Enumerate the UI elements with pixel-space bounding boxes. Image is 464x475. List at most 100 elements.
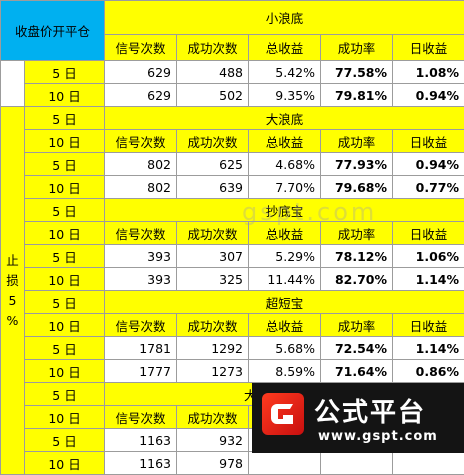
- col-header: 成功次数: [177, 406, 249, 429]
- col-header: 总收益: [249, 130, 321, 153]
- col-header: 总收益: [249, 314, 321, 337]
- success-cell: 325: [177, 268, 249, 291]
- period-cell: 10 日: [25, 176, 105, 199]
- col-header: 总收益: [249, 35, 321, 61]
- period-cell: 5 日: [25, 337, 105, 360]
- rate-cell: 78.12%: [321, 245, 393, 268]
- col-header: 成功次数: [177, 130, 249, 153]
- table-row: 5 日 1781 1292 5.68% 72.54% 1.14%: [1, 337, 464, 360]
- col-header: 信号次数: [105, 35, 177, 61]
- signals-cell: 1163: [105, 452, 177, 475]
- col-header: 日收益: [393, 314, 464, 337]
- period-cell: 5 日: [25, 245, 105, 268]
- daily-cell: [393, 452, 464, 475]
- logo-url: www.gspt.com: [318, 429, 438, 444]
- period-label: 5 日: [25, 199, 105, 222]
- col-header: 成功率: [321, 130, 393, 153]
- rate-cell: 72.54%: [321, 337, 393, 360]
- signals-cell: 802: [105, 153, 177, 176]
- success-cell: 1292: [177, 337, 249, 360]
- col-header: 信号次数: [105, 222, 177, 245]
- period-label: 10 日: [25, 130, 105, 153]
- total-cell: 5.68%: [249, 337, 321, 360]
- col-header: 成功次数: [177, 35, 249, 61]
- signals-cell: 393: [105, 245, 177, 268]
- success-cell: 1273: [177, 360, 249, 383]
- daily-cell: 0.94%: [393, 153, 464, 176]
- side-label-cell: 止 损 5 %: [1, 107, 25, 475]
- signals-cell: 393: [105, 268, 177, 291]
- daily-cell: 0.94%: [393, 84, 464, 107]
- col-header: 日收益: [393, 35, 464, 61]
- period-cell: 10 日: [25, 360, 105, 383]
- daily-cell: 1.06%: [393, 245, 464, 268]
- col-header: 成功率: [321, 35, 393, 61]
- col-header: 成功次数: [177, 222, 249, 245]
- period-cell: 5 日: [25, 429, 105, 452]
- daily-cell: 0.86%: [393, 360, 464, 383]
- total-cell: 4.68%: [249, 153, 321, 176]
- signals-cell: 802: [105, 176, 177, 199]
- section-title: 抄底宝: [105, 199, 464, 222]
- total-cell: 5.29%: [249, 245, 321, 268]
- section-title: 大浪底: [105, 107, 464, 130]
- rate-cell: 79.68%: [321, 176, 393, 199]
- col-header: 总收益: [249, 222, 321, 245]
- success-cell: 932: [177, 429, 249, 452]
- success-cell: 502: [177, 84, 249, 107]
- rate-cell: 77.93%: [321, 153, 393, 176]
- blank-cell: [1, 61, 25, 107]
- daily-cell: 1.14%: [393, 337, 464, 360]
- site-logo[interactable]: 公式平台 www.gspt.com: [252, 383, 464, 453]
- signals-cell: 629: [105, 84, 177, 107]
- col-header: 成功次数: [177, 314, 249, 337]
- table-row: 10 日 802 639 7.70% 79.68% 0.77%: [1, 176, 464, 199]
- rate-cell: 77.58%: [321, 61, 393, 84]
- table-row: 5 日 393 307 5.29% 78.12% 1.06%: [1, 245, 464, 268]
- total-cell: 8.59%: [249, 360, 321, 383]
- side-char: 5: [6, 291, 19, 311]
- success-cell: 978: [177, 452, 249, 475]
- section-title: 超短宝: [105, 291, 464, 314]
- section-title: 小浪底: [266, 11, 304, 26]
- col-header: 成功率: [321, 314, 393, 337]
- table-row: 5 日 629 488 5.42% 77.58% 1.08%: [1, 61, 464, 84]
- col-header: 成功率: [321, 222, 393, 245]
- period-cell: 10 日: [25, 268, 105, 291]
- total-cell: 11.44%: [249, 268, 321, 291]
- signals-cell: 1781: [105, 337, 177, 360]
- rate-cell: 79.81%: [321, 84, 393, 107]
- period-cell: 5 日: [25, 61, 105, 84]
- period-label: 5 日: [25, 383, 105, 406]
- corner-header-cell: 收盘价开平仓: [1, 1, 105, 61]
- signals-cell: 1163: [105, 429, 177, 452]
- period-cell: 10 日: [25, 452, 105, 475]
- side-char: 止: [6, 251, 19, 271]
- table-row: 10 日 393 325 11.44% 82.70% 1.14%: [1, 268, 464, 291]
- side-char: %: [6, 311, 19, 331]
- daily-cell: 1.08%: [393, 61, 464, 84]
- success-cell: 488: [177, 61, 249, 84]
- section-title-cell: 小浪底: [105, 1, 464, 35]
- table-row: 10 日 629 502 9.35% 79.81% 0.94%: [1, 84, 464, 107]
- rate-cell: 82.70%: [321, 268, 393, 291]
- rate-cell: 71.64%: [321, 360, 393, 383]
- daily-cell: 0.77%: [393, 176, 464, 199]
- success-cell: 307: [177, 245, 249, 268]
- col-header: 日收益: [393, 222, 464, 245]
- period-label: 5 日: [25, 291, 105, 314]
- period-label: 10 日: [25, 406, 105, 429]
- period-cell: 10 日: [25, 84, 105, 107]
- success-cell: 625: [177, 153, 249, 176]
- period-cell: 5 日: [25, 153, 105, 176]
- side-char: 损: [6, 271, 19, 291]
- signals-cell: 629: [105, 61, 177, 84]
- success-cell: 639: [177, 176, 249, 199]
- signals-cell: 1777: [105, 360, 177, 383]
- col-header: 日收益: [393, 130, 464, 153]
- table-row: 10 日 1163 978: [1, 452, 464, 475]
- total-cell: [249, 452, 321, 475]
- period-label: 5 日: [25, 107, 105, 130]
- rate-cell: [321, 452, 393, 475]
- col-header: 信号次数: [105, 314, 177, 337]
